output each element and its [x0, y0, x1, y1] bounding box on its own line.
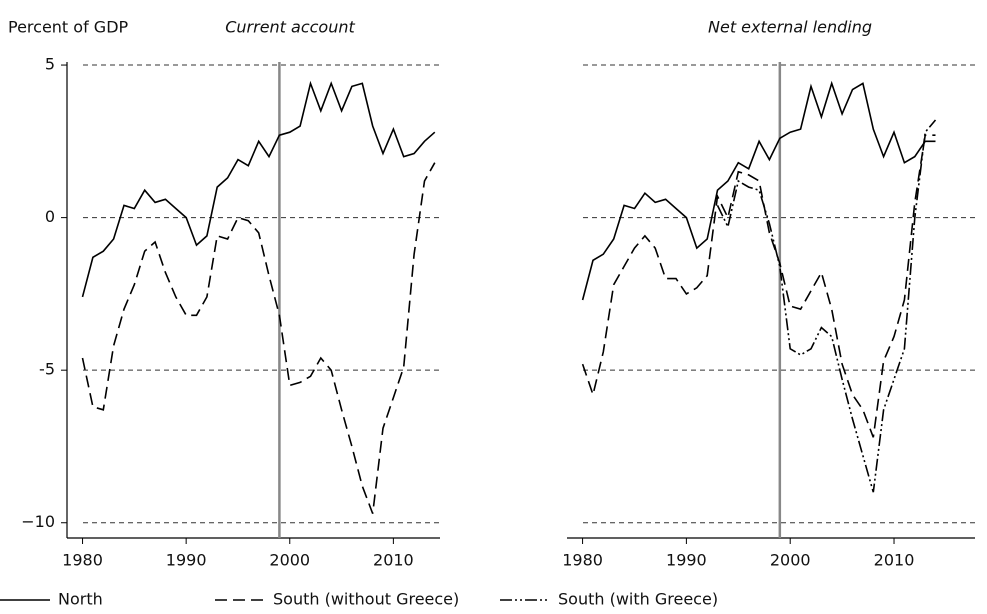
legend-label: North — [58, 590, 103, 609]
legend-label: South (with Greece) — [558, 590, 718, 609]
y-axis-label: Percent of GDP — [8, 18, 129, 37]
x-tick-label: 1980 — [62, 551, 103, 570]
x-tick-label: 2000 — [770, 551, 811, 570]
x-tick-label: 2010 — [373, 551, 414, 570]
x-tick-label: 1990 — [666, 551, 707, 570]
x-tick-label: 1980 — [562, 551, 603, 570]
y-tick-label: 5 — [45, 55, 55, 74]
legend-label: South (without Greece) — [273, 590, 459, 609]
y-tick-label: -5 — [39, 360, 55, 379]
y-tick-label: −10 — [21, 512, 55, 531]
x-tick-label: 2000 — [269, 551, 310, 570]
y-tick-label: 0 — [45, 207, 55, 226]
series-line — [716, 119, 937, 493]
series-line — [581, 80, 936, 301]
series-line — [81, 80, 436, 298]
panel-title: Net external lending — [708, 18, 872, 37]
series-line — [581, 134, 936, 438]
series-line — [81, 162, 436, 514]
x-tick-label: 2010 — [874, 551, 915, 570]
panel-title: Current account — [225, 18, 355, 37]
x-tick-label: 1990 — [166, 551, 207, 570]
